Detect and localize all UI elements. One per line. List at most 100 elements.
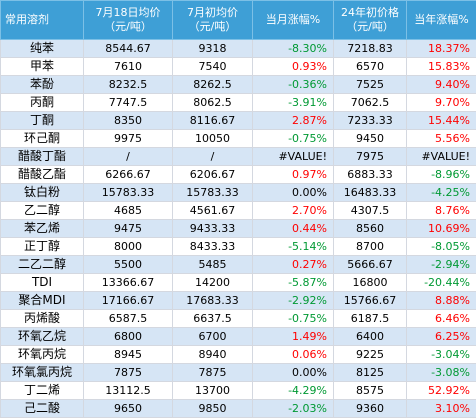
jul18-price: 8945: [84, 346, 173, 364]
year-start-price: 6400: [334, 328, 407, 346]
month-change: 0.93%: [253, 58, 334, 76]
jul1-price: 13700: [173, 382, 253, 400]
jul18-price: 13112.5: [84, 382, 173, 400]
year-change: -4.25%: [407, 184, 476, 202]
jul1-price: 15783.33: [173, 184, 253, 202]
year-change: #VALUE!: [407, 148, 476, 166]
product-name: 钛白粉: [1, 184, 84, 202]
year-start-price: 7062.5: [334, 94, 407, 112]
header-year-change: 当年涨幅%: [407, 1, 476, 40]
jul1-price: 8940: [173, 346, 253, 364]
year-change: 6.25%: [407, 328, 476, 346]
month-change: -0.36%: [253, 76, 334, 94]
product-name: 纯苯: [1, 40, 84, 58]
jul1-price: 8062.5: [173, 94, 253, 112]
jul1-price: 9433.33: [173, 220, 253, 238]
year-change: -8.96%: [407, 166, 476, 184]
year-start-price: 6570: [334, 58, 407, 76]
header-jul18-price: 7月18日均价 （元/吨）: [84, 1, 173, 40]
year-change: 52.92%: [407, 382, 476, 400]
jul18-price: 9475: [84, 220, 173, 238]
month-change: -0.75%: [253, 310, 334, 328]
year-start-price: 7233.33: [334, 112, 407, 130]
year-start-price: 4307.5: [334, 202, 407, 220]
jul1-price: 8433.33: [173, 238, 253, 256]
product-name: 己二酸: [1, 400, 84, 418]
month-change: -3.91%: [253, 94, 334, 112]
header-jul1-price: 7月初均价 （元/吨）: [173, 1, 253, 40]
product-name: 丁酮: [1, 112, 84, 130]
year-start-price: 6187.5: [334, 310, 407, 328]
month-change: -0.75%: [253, 130, 334, 148]
year-start-price: 6883.33: [334, 166, 407, 184]
month-change: 2.70%: [253, 202, 334, 220]
jul18-price: /: [84, 148, 173, 166]
year-start-price: 8575: [334, 382, 407, 400]
month-change: #VALUE!: [253, 148, 334, 166]
month-change: 0.00%: [253, 364, 334, 382]
year-start-price: 7218.83: [334, 40, 407, 58]
month-change: 0.06%: [253, 346, 334, 364]
year-change: -20.44%: [407, 274, 476, 292]
year-change: 3.10%: [407, 400, 476, 418]
jul18-price: 8232.5: [84, 76, 173, 94]
jul1-price: 17683.33: [173, 292, 253, 310]
year-start-price: 15766.67: [334, 292, 407, 310]
product-name: 丁二烯: [1, 382, 84, 400]
jul1-price: 6637.5: [173, 310, 253, 328]
jul1-price: 4561.67: [173, 202, 253, 220]
jul18-price: 17166.67: [84, 292, 173, 310]
year-change: 6.46%: [407, 310, 476, 328]
product-name: 丙酮: [1, 94, 84, 112]
year-change: 10.69%: [407, 220, 476, 238]
month-change: -2.92%: [253, 292, 334, 310]
product-name: 乙二醇: [1, 202, 84, 220]
month-change: 0.00%: [253, 184, 334, 202]
year-change: 9.40%: [407, 76, 476, 94]
jul1-price: 7540: [173, 58, 253, 76]
jul1-price: 9318: [173, 40, 253, 58]
jul18-price: 9975: [84, 130, 173, 148]
product-name: 醋酸乙酯: [1, 166, 84, 184]
jul18-price: 6587.5: [84, 310, 173, 328]
year-start-price: 9225: [334, 346, 407, 364]
year-change: -8.05%: [407, 238, 476, 256]
jul18-price: 6266.67: [84, 166, 173, 184]
product-name: 环氧氯丙烷: [1, 364, 84, 382]
jul1-price: 8116.67: [173, 112, 253, 130]
jul18-price: 6800: [84, 328, 173, 346]
jul18-price: 8350: [84, 112, 173, 130]
year-start-price: 9360: [334, 400, 407, 418]
header-row: 常用溶剂 7月18日均价 （元/吨） 7月初均价 （元/吨） 当月涨幅% 24年…: [1, 1, 476, 40]
jul18-price: 15783.33: [84, 184, 173, 202]
header-name: 常用溶剂: [1, 1, 84, 40]
jul1-price: 9850: [173, 400, 253, 418]
year-start-price: 8700: [334, 238, 407, 256]
product-name: 二乙二醇: [1, 256, 84, 274]
jul18-price: 8000: [84, 238, 173, 256]
product-name: TDI: [1, 274, 84, 292]
year-change: 15.83%: [407, 58, 476, 76]
jul18-price: 4685: [84, 202, 173, 220]
jul18-price: 5500: [84, 256, 173, 274]
jul1-price: 6700: [173, 328, 253, 346]
year-start-price: 16800: [334, 274, 407, 292]
month-change: -5.14%: [253, 238, 334, 256]
jul18-price: 7875: [84, 364, 173, 382]
month-change: 0.27%: [253, 256, 334, 274]
month-change: 2.87%: [253, 112, 334, 130]
year-change: -3.08%: [407, 364, 476, 382]
